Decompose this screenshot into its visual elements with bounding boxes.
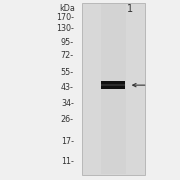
Text: 43-: 43- xyxy=(61,83,74,92)
Text: 34-: 34- xyxy=(61,99,74,108)
Bar xyxy=(101,84,125,86)
Bar xyxy=(101,81,125,89)
Text: 72-: 72- xyxy=(61,51,74,60)
Text: 11-: 11- xyxy=(61,157,74,166)
Text: kDa: kDa xyxy=(60,4,76,13)
Bar xyxy=(82,3,145,175)
Text: 55-: 55- xyxy=(61,68,74,77)
Text: 130-: 130- xyxy=(56,24,74,33)
Text: 95-: 95- xyxy=(61,38,74,47)
Text: 26-: 26- xyxy=(61,115,74,124)
Bar xyxy=(101,4,126,174)
Text: 1: 1 xyxy=(127,4,133,14)
Text: 170-: 170- xyxy=(56,13,74,22)
Text: 17-: 17- xyxy=(61,137,74,146)
